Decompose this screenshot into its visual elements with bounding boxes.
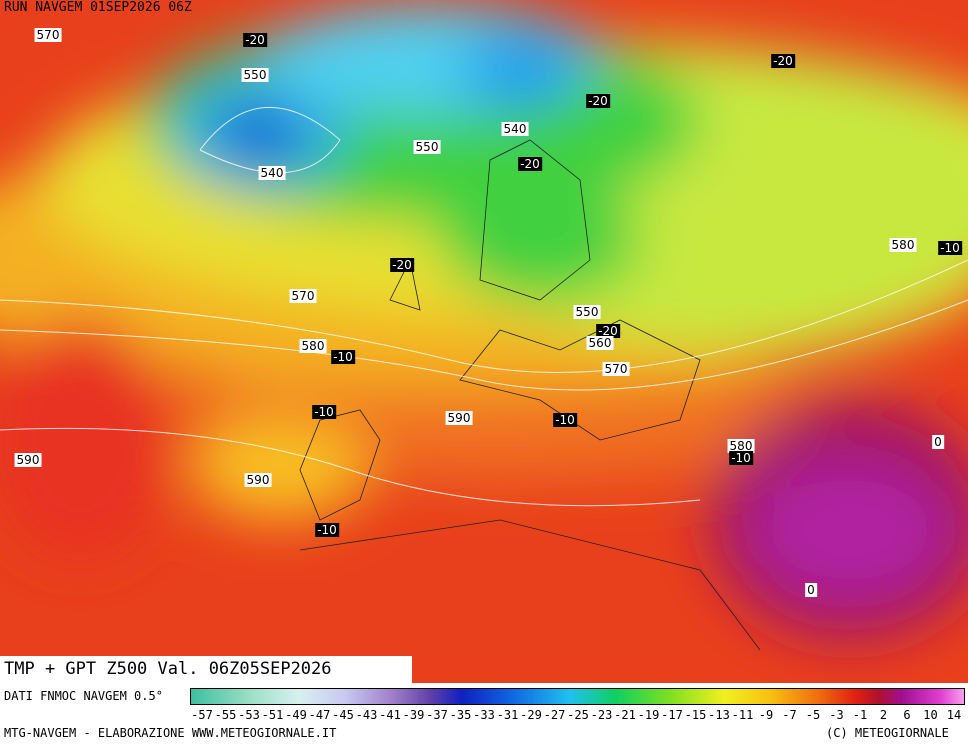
contour-label: 550 [573,305,601,319]
contour-label: 570 [34,28,62,42]
contour-label: 550 [241,68,269,82]
contour-label: 580 [299,339,327,353]
color-bar-label: -3 [829,708,844,722]
contour-label: 560 [586,336,614,350]
color-bar-label: -17 [661,708,683,722]
color-bar-label: -57 [191,708,213,722]
contour-label: 590 [14,453,42,467]
source: DATI FNMOC NAVGEM 0.5° [4,689,163,703]
contour-label: 0 [932,435,944,449]
color-bar-label: -37 [426,708,448,722]
color-bar-label: -15 [684,708,707,722]
contour-label: 580 [727,439,755,453]
contour-label: -20 [596,324,620,338]
color-bar-label: -53 [238,708,260,722]
color-bar-label: -13 [708,708,730,722]
color-bar-label: -11 [731,708,754,722]
color-bar-label: -47 [308,708,331,722]
color-bar-label: -55 [214,708,237,722]
contour-label: -10 [312,405,336,419]
contour-label: -10 [331,350,355,364]
color-bar-label: -39 [402,708,425,722]
color-bar-label: -35 [449,708,472,722]
contour-label: -10 [938,241,962,255]
contour-label: -20 [771,54,795,68]
contour-label: 540 [258,166,286,180]
contour-label: 0 [805,583,817,597]
color-bar-label: 6 [903,708,911,722]
contour-label: -10 [729,451,753,465]
color-bar-label: -5 [805,708,821,722]
color-bar-label: -19 [637,708,660,722]
contour-label: 540 [501,122,529,136]
color-bar-label: -1 [852,708,868,722]
color-bar-label: -9 [758,708,774,722]
color-bar-label: 14 [946,708,962,722]
color-bar-label: -25 [567,708,589,722]
weather-map [0,0,968,683]
color-bar-label: -23 [590,708,613,722]
contour-label: -10 [553,413,577,427]
contour-label: -20 [586,94,610,108]
color-bar-label: -45 [332,708,354,722]
color-bar-label: -49 [285,708,307,722]
contour-label: -20 [518,157,542,171]
contour-label: 590 [445,411,473,425]
color-bar-label: -29 [520,708,542,722]
contour-label: 590 [244,473,272,487]
color-bar-label: -21 [614,708,636,722]
color-bar-label: 2 [879,708,888,722]
contour-label: -10 [315,523,339,537]
footer-left: MTG-NAVGEM - ELABORAZIONE WWW.METEOGIORN… [4,726,337,740]
map-title: TMP + GPT Z500 Val. 06Z05SEP2026 [0,656,412,683]
run-info: RUN NAVGEM 01SEP2026 06Z [4,0,192,15]
contour-label: 580 [889,238,917,252]
contour-label: 570 [289,289,317,303]
color-bar-label: -27 [543,708,566,722]
contour-label: 570 [602,362,630,376]
contour-label: -20 [243,33,267,47]
contour-label: -20 [390,258,414,272]
color-bar-label: -33 [473,708,495,722]
contour-label: 550 [413,140,441,154]
color-bar-label: -51 [261,708,284,722]
color-bar-label: -31 [496,708,519,722]
footer-right: (C) METEOGIORNALE [826,726,949,740]
color-bar-label: -7 [782,708,797,722]
color-bar-label: -43 [355,708,378,722]
color-bar-label: -41 [379,708,401,722]
color-bar-label: 10 [923,708,938,722]
color-bar [190,688,965,705]
